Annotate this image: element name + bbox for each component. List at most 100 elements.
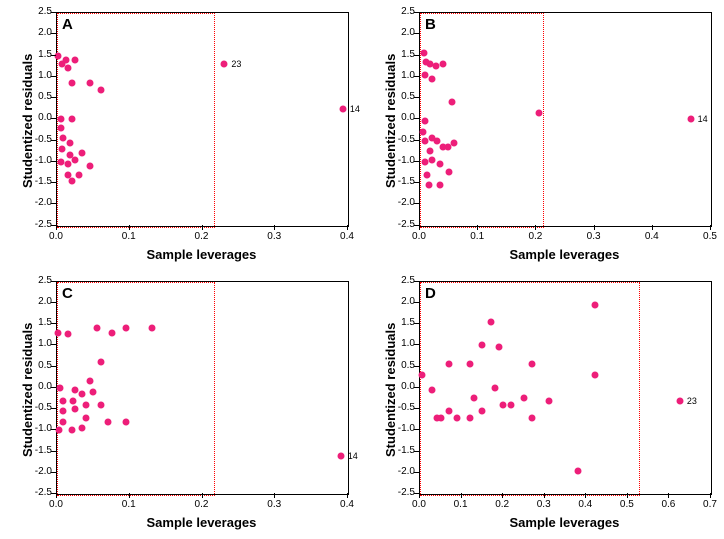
- y-tick-label: -0.5: [387, 402, 415, 413]
- y-tick-label: -1.0: [387, 423, 415, 434]
- data-point: [221, 61, 228, 68]
- y-tick-label: 2.0: [387, 296, 415, 307]
- data-point: [70, 397, 77, 404]
- y-tick-label: 1.5: [387, 317, 415, 328]
- data-point: [75, 171, 82, 178]
- data-point: [83, 401, 90, 408]
- data-point: [79, 150, 86, 157]
- y-tick-label: -2.5: [387, 219, 415, 230]
- x-tick-label: 0.3: [587, 231, 601, 242]
- data-point: [64, 330, 71, 337]
- y-tick-label: -1.0: [387, 155, 415, 166]
- data-point: [59, 135, 66, 142]
- y-tick-label: 2.0: [24, 27, 52, 38]
- y-tick-label: 2.5: [387, 275, 415, 286]
- plot-area: 23: [419, 281, 712, 496]
- x-tick-label: 0.5: [620, 499, 634, 510]
- data-point: [72, 56, 79, 63]
- y-tick-label: 0.5: [24, 360, 52, 371]
- y-tick-label: -1.0: [24, 155, 52, 166]
- data-point: [446, 361, 453, 368]
- panel-tag: A: [62, 16, 73, 33]
- y-tick-label: 1.5: [24, 49, 52, 60]
- data-point: [479, 408, 486, 415]
- data-point: [94, 325, 101, 332]
- panel-c: 14CStudentized residualsSample leverages…: [8, 275, 353, 534]
- y-tick-label: -2.0: [387, 197, 415, 208]
- y-tick-label: -2.5: [387, 487, 415, 498]
- y-tick-label: -2.0: [24, 197, 52, 208]
- x-tick-label: 0.2: [195, 499, 209, 510]
- x-tick-label: 0.3: [537, 499, 551, 510]
- x-tick-label: 0.1: [122, 231, 136, 242]
- data-point: [676, 397, 683, 404]
- panel-tag: B: [425, 16, 436, 33]
- data-point: [64, 160, 71, 167]
- panel-d: 23DStudentized residualsSample leverages…: [371, 275, 716, 534]
- x-tick-label: 0.0: [412, 231, 426, 242]
- y-tick-label: 1.0: [24, 338, 52, 349]
- y-tick-label: -0.5: [24, 402, 52, 413]
- data-point: [437, 160, 444, 167]
- data-point: [68, 80, 75, 87]
- data-point: [56, 427, 63, 434]
- data-point-label: 14: [350, 104, 360, 114]
- x-tick-label: 0.2: [195, 231, 209, 242]
- y-tick-label: -2.5: [24, 487, 52, 498]
- x-tick-label: 0.2: [495, 499, 509, 510]
- data-point: [68, 427, 75, 434]
- y-tick-label: 0.0: [24, 381, 52, 392]
- data-point: [59, 408, 66, 415]
- data-point: [454, 414, 461, 421]
- data-point: [59, 397, 66, 404]
- applicability-domain-box: [420, 13, 544, 228]
- data-point-label: 23: [687, 396, 697, 406]
- data-point: [72, 156, 79, 163]
- data-point: [72, 406, 79, 413]
- data-point: [491, 384, 498, 391]
- y-tick-label: 0.0: [387, 112, 415, 123]
- y-tick-label: 0.0: [24, 112, 52, 123]
- y-tick-label: 1.0: [24, 70, 52, 81]
- data-point: [57, 124, 64, 131]
- x-tick-label: 0.6: [661, 499, 675, 510]
- y-tick-label: -1.5: [387, 445, 415, 456]
- data-point: [495, 344, 502, 351]
- data-point: [446, 169, 453, 176]
- data-point: [419, 372, 426, 379]
- x-tick-label: 0.1: [122, 499, 136, 510]
- x-tick-label: 0.3: [267, 499, 281, 510]
- data-point: [56, 384, 63, 391]
- data-point: [86, 80, 93, 87]
- x-axis-label: Sample leverages: [147, 247, 257, 262]
- y-tick-label: 1.5: [387, 49, 415, 60]
- y-tick-label: -1.5: [24, 445, 52, 456]
- data-point: [429, 386, 436, 393]
- data-point: [487, 318, 494, 325]
- data-point: [79, 391, 86, 398]
- x-tick-label: 0.4: [340, 499, 354, 510]
- y-tick-label: -0.5: [387, 134, 415, 145]
- data-point: [108, 329, 115, 336]
- x-axis-label: Sample leverages: [510, 247, 620, 262]
- y-tick-label: -2.5: [24, 219, 52, 230]
- data-point: [57, 158, 64, 165]
- data-point: [591, 372, 598, 379]
- data-point: [67, 139, 74, 146]
- y-tick-label: 1.0: [387, 70, 415, 81]
- data-point: [123, 325, 130, 332]
- x-tick-label: 0.0: [49, 499, 63, 510]
- data-point: [97, 359, 104, 366]
- panel-tag: C: [62, 285, 73, 302]
- x-tick-label: 0.7: [703, 499, 717, 510]
- x-tick-label: 0.1: [454, 499, 468, 510]
- x-tick-label: 0.4: [340, 231, 354, 242]
- plot-area: 14: [419, 12, 712, 227]
- y-tick-label: 2.5: [24, 6, 52, 17]
- y-tick-label: 0.5: [387, 91, 415, 102]
- data-point: [433, 63, 440, 70]
- data-point: [471, 395, 478, 402]
- data-point: [64, 65, 71, 72]
- data-point-label: 14: [698, 114, 708, 124]
- x-tick-label: 0.3: [267, 231, 281, 242]
